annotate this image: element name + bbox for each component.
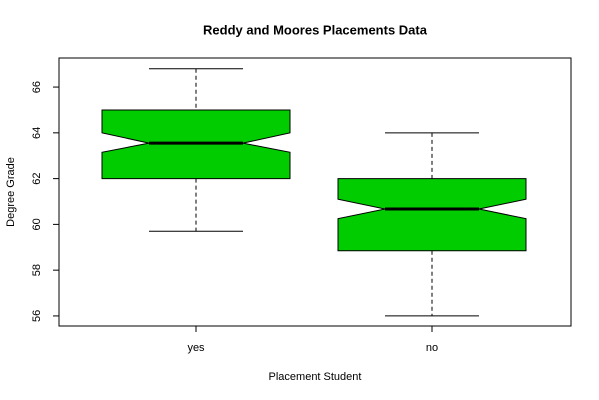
y-tick-label: 56 [31, 310, 43, 322]
y-tick-label: 66 [31, 81, 43, 93]
x-tick-label: no [426, 342, 438, 354]
x-tick-label: yes [187, 342, 205, 354]
y-tick-label: 62 [31, 172, 43, 184]
plot-frame [58, 57, 572, 327]
y-tick-label: 58 [31, 264, 43, 276]
chart-title: Reddy and Moores Placements Data [203, 22, 428, 37]
box [337, 178, 527, 252]
x-axis-label: Placement Student [269, 371, 362, 383]
y-tick-label: 64 [31, 127, 43, 139]
y-tick-label: 60 [31, 218, 43, 230]
y-axis-label: Degree Grade [5, 157, 17, 227]
